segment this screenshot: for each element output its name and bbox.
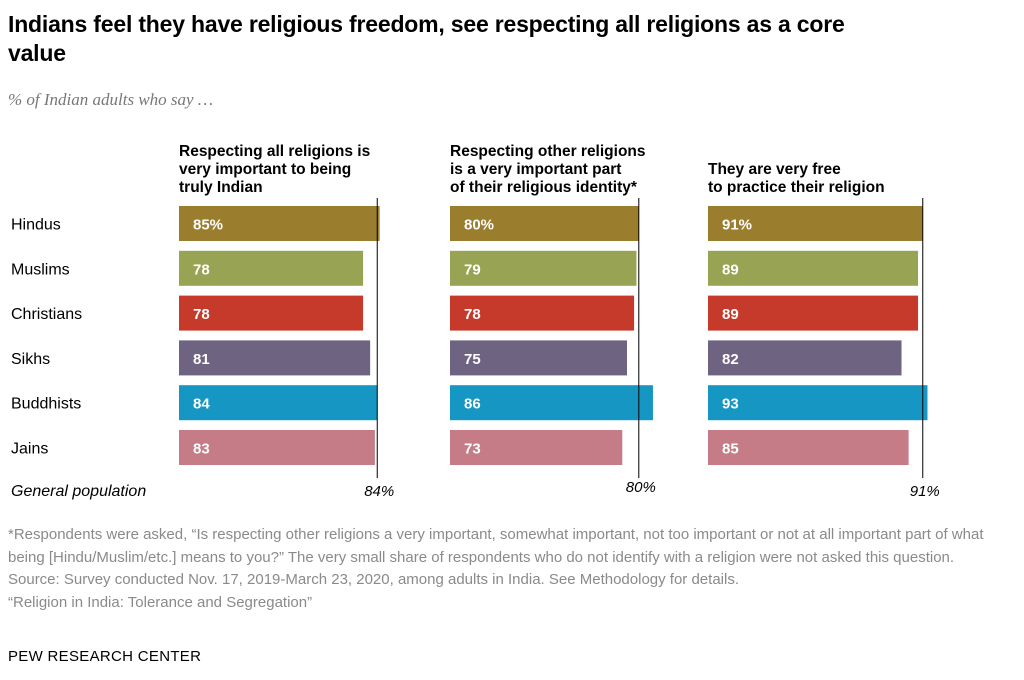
bar-value-label: 78	[193, 306, 210, 323]
bar-panel-1-jains	[179, 430, 375, 465]
panel-2-header-line: is a very important part	[450, 161, 621, 178]
brand-logo-text: PEW RESEARCH CENTER	[8, 648, 202, 665]
bar-panel-3-christians	[708, 295, 919, 331]
chart-subtitle: % of Indian adults who say …	[8, 90, 213, 109]
bar-panel-1-sikhs	[179, 340, 371, 376]
bar-chart: Hindus Muslims Christians Sikhs Buddhists Jai…	[11, 143, 940, 500]
bar-panel-2-buddhists	[450, 385, 653, 421]
bar-panel-1-buddhists	[179, 385, 378, 421]
bar-value-label: 85%	[193, 217, 223, 234]
bar-value-label: 80%	[464, 217, 494, 234]
panel-1-header-line: Respecting all religions is	[179, 143, 370, 160]
reference-value-label-panel-2: 80%	[626, 479, 656, 496]
bar-value-label: 85	[722, 441, 739, 458]
bar-value-label: 83	[193, 441, 210, 458]
reference-row-label: General population	[11, 483, 146, 500]
bar-panel-2-muslims	[450, 250, 637, 286]
panel-3-header-line: to practice their religion	[708, 179, 885, 196]
bar-panel-2-sikhs	[450, 340, 627, 376]
panel-3-header-line: They are very free	[708, 161, 841, 178]
bar-value-label: 78	[193, 261, 210, 278]
category-label-christians: Christians	[11, 306, 82, 323]
bar-panel-1-hindus	[179, 206, 380, 241]
bar-value-label: 82	[722, 351, 739, 368]
reference-value-label-panel-3: 91%	[910, 483, 940, 500]
bar-value-label: 93	[722, 396, 739, 413]
bar-value-label: 89	[722, 306, 739, 323]
bar-panel-3-buddhists	[708, 385, 928, 421]
panel-1-header-line: truly Indian	[179, 179, 263, 196]
bar-panel-2-christians	[450, 295, 635, 331]
notes: *Respondents were asked, “Is respecting …	[8, 524, 998, 614]
bar-value-label: 78	[464, 306, 481, 323]
bar-panel-3-jains	[708, 430, 909, 465]
reference-value-label-panel-1: 84%	[364, 483, 394, 500]
bar-panel-2-jains	[450, 430, 623, 465]
panel-2-header-line: Respecting other religions	[450, 143, 646, 160]
chart-title: Indians feel they have religious freedom…	[8, 11, 845, 66]
panel-2-header-line: of their religious identity*	[450, 179, 638, 196]
category-label-hindus: Hindus	[11, 217, 61, 234]
bar-value-label: 91%	[722, 217, 752, 234]
bar-value-label: 81	[193, 351, 210, 368]
source-note: Source: Survey conducted Nov. 17, 2019-M…	[8, 571, 739, 588]
bar-panel-3-hindus	[708, 206, 923, 241]
bar-value-label: 75	[464, 351, 481, 368]
bar-panel-3-muslims	[708, 250, 919, 286]
bar-value-label: 73	[464, 441, 481, 458]
bar-panel-1-christians	[179, 295, 364, 331]
category-label-jains: Jains	[11, 441, 48, 458]
bar-panel-2-hindus	[450, 206, 639, 241]
panel-1-header-line: very important to being	[179, 161, 351, 178]
bar-value-label: 79	[464, 261, 481, 278]
report-title: “Religion in India: Tolerance and Segreg…	[8, 593, 313, 611]
footnote: *Respondents were asked, “Is respecting …	[8, 526, 984, 566]
bar-value-label: 89	[722, 261, 739, 278]
category-label-buddhists: Buddhists	[11, 396, 81, 413]
bar-value-label: 84	[193, 396, 210, 413]
category-label-sikhs: Sikhs	[11, 351, 50, 368]
category-label-muslims: Muslims	[11, 261, 70, 278]
bar-value-label: 86	[464, 396, 481, 413]
bar-panel-1-muslims	[179, 250, 364, 286]
bar-panel-3-sikhs	[708, 340, 902, 376]
